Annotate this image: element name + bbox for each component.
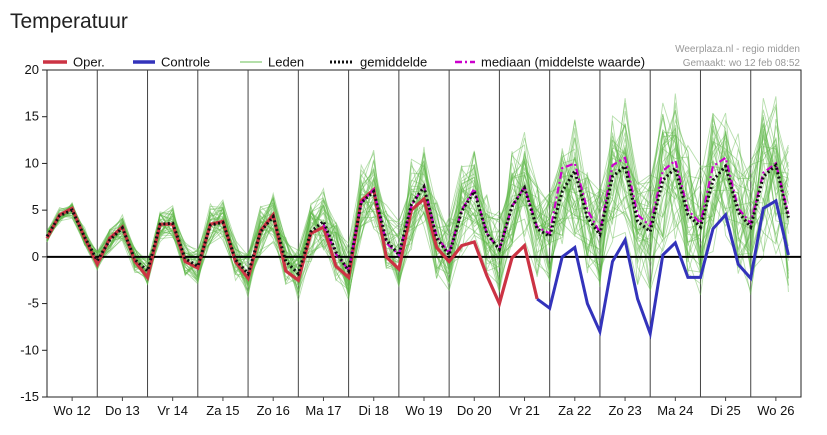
- ensemble-member-line: [46, 112, 789, 298]
- ensemble-member-line: [46, 109, 789, 283]
- ensemble-member-line: [46, 93, 789, 292]
- ensemble-member-line: [46, 114, 789, 302]
- x-tick-label: Di 25: [710, 403, 740, 418]
- x-tick-label: Do 20: [457, 403, 492, 418]
- y-tick-label: 15: [25, 109, 39, 124]
- ensemble-member-line: [46, 141, 789, 303]
- y-tick-label: 5: [32, 202, 39, 217]
- legend-label: Leden: [268, 55, 304, 70]
- y-tick-label: -15: [20, 389, 39, 404]
- credit-source: Weerplaza.nl - regio midden: [675, 44, 800, 55]
- ensemble-member-line: [46, 137, 789, 286]
- x-tick-label: Ma 17: [305, 403, 341, 418]
- ensemble-member-line: [46, 98, 789, 287]
- ensemble-member-line: [46, 127, 789, 295]
- x-tick-label: Zo 23: [608, 403, 641, 418]
- ensemble-member-line: [46, 111, 789, 299]
- credit-timestamp: Gemaakt: wo 12 feb 08:52: [683, 58, 801, 69]
- x-tick-label: Wo 26: [757, 403, 794, 418]
- y-tick-label: 0: [32, 249, 39, 264]
- y-tick-label: -10: [20, 342, 39, 357]
- ensemble-member-line: [46, 102, 789, 286]
- ensemble-member-line: [46, 116, 789, 298]
- ensemble-member-line: [46, 109, 789, 292]
- ensemble-member-line: [46, 130, 789, 296]
- x-tick-label: Wo 19: [405, 403, 442, 418]
- ensemble-member-line: [46, 143, 789, 287]
- ensemble-member-line: [46, 113, 789, 293]
- ensemble-member-line: [46, 109, 789, 296]
- legend-label: gemiddelde: [360, 55, 427, 70]
- ensemble-member-line: [46, 117, 789, 297]
- x-tick-label: Vr 14: [157, 403, 188, 418]
- ensemble-member-line: [46, 103, 789, 285]
- y-tick-label: 20: [25, 62, 39, 77]
- x-tick-label: Ma 24: [657, 403, 693, 418]
- ensemble-member-line: [46, 128, 789, 288]
- y-tick-label: 10: [25, 155, 39, 170]
- ensemble-member-line: [46, 134, 789, 291]
- x-tick-label: Di 18: [359, 403, 389, 418]
- x-tick-label: Za 22: [558, 403, 591, 418]
- ensemble-member-line: [46, 124, 789, 286]
- x-tick-label: Vr 21: [509, 403, 540, 418]
- ensemble-member-line: [46, 125, 789, 292]
- ensemble-member-line: [46, 97, 789, 284]
- ensemble-member-line: [46, 134, 789, 293]
- x-tick-label: Za 15: [206, 403, 239, 418]
- legend-label: mediaan (middelste waarde): [481, 55, 645, 70]
- ensemble-member-line: [46, 113, 789, 289]
- legend-label: Controle: [161, 55, 210, 70]
- legend-label: Oper.: [73, 55, 105, 70]
- y-tick-label: -5: [27, 296, 39, 311]
- x-tick-label: Do 13: [105, 403, 140, 418]
- ensemble-member-line: [46, 152, 789, 276]
- ensemble-member-line: [46, 120, 789, 294]
- x-tick-label: Wo 12: [53, 403, 90, 418]
- controle-series-line: [536, 198, 790, 340]
- ensemble-member-line: [46, 106, 789, 285]
- x-tick-label: Zo 16: [257, 403, 290, 418]
- ensemble-member-line: [46, 136, 789, 293]
- page-title: Temperatuur: [10, 10, 128, 33]
- gemiddelde-series-line: [45, 162, 790, 277]
